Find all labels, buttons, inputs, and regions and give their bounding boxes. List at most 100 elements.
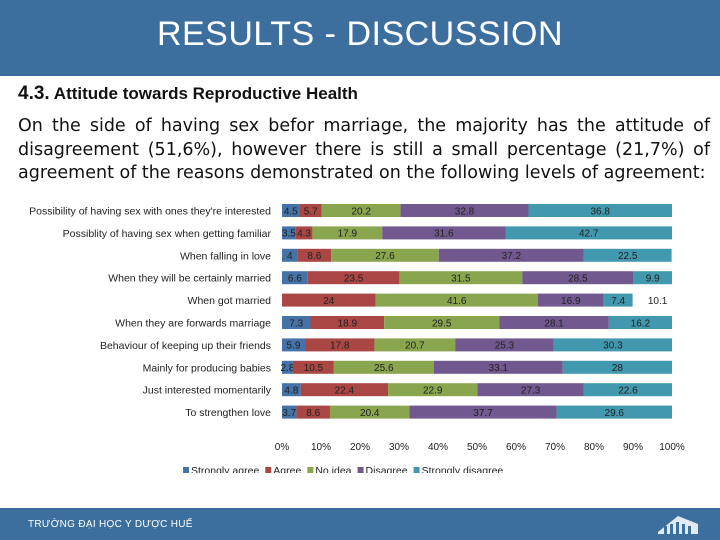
category-label: When they will be certainly married: [108, 273, 271, 285]
category-label: Behaviour of keeping up their friends: [100, 340, 271, 352]
data-label: 22.4: [335, 386, 355, 397]
x-tick-label: 20%: [350, 442, 370, 453]
bar-segment-strongly-agree: [282, 248, 298, 262]
bar-segment-agree: [296, 405, 330, 419]
data-label: 4.5: [284, 206, 298, 217]
bar-segment-no-idea: [374, 338, 456, 352]
bar-segment-agree: [299, 204, 322, 217]
bar-segment-agree: [297, 248, 332, 262]
section-heading: 4.3. Attitude towards Reproductive Healt…: [18, 83, 358, 105]
data-label: 33.1: [489, 363, 509, 374]
section-number: 4.3.: [18, 83, 50, 104]
bar-segment-disagree: [455, 338, 554, 352]
x-tick-label: 40%: [428, 442, 448, 453]
bar-segment-strongly-disagree: [553, 338, 672, 352]
data-label: 4.3: [297, 229, 311, 240]
bar-segment-disagree: [438, 248, 584, 262]
data-label: 2.8: [281, 363, 295, 374]
intro-paragraph: On the side of having sex befor marriage…: [18, 116, 710, 183]
bar-segment-disagree: [477, 383, 584, 397]
data-label: 28.1: [544, 318, 564, 329]
data-label: 37.2: [502, 251, 522, 262]
category-label: To strengthen love: [185, 407, 271, 419]
x-tick-label: 70%: [545, 442, 565, 453]
data-label: 9.9: [646, 274, 660, 285]
data-label: 27.6: [375, 251, 395, 262]
data-label: 20.4: [360, 408, 380, 419]
legend-swatch: [265, 467, 272, 473]
data-label: 8.6: [307, 251, 321, 262]
legend-label: Agree: [273, 465, 301, 473]
data-label: 3.7: [282, 408, 296, 419]
legend-swatch: [183, 467, 189, 473]
data-label: 7.3: [289, 318, 303, 329]
x-tick-label: 100%: [659, 442, 685, 453]
x-tick-label: 80%: [584, 442, 604, 453]
bar-segment-agree: [310, 316, 385, 329]
bar-segment-strongly-agree: [282, 338, 306, 352]
category-label: Mainly for producing babies: [143, 362, 271, 374]
data-label: 41.6: [447, 296, 467, 307]
legend-label: Strongly disagree: [422, 465, 504, 473]
x-tick-label: 10%: [311, 442, 331, 453]
data-label: 29.6: [605, 408, 625, 419]
legend-label: Disagree: [366, 465, 408, 473]
data-label: 23.5: [344, 274, 364, 285]
legend-swatch: [413, 467, 420, 473]
data-label: 4.8: [284, 386, 298, 397]
data-label: 10.1: [648, 296, 668, 307]
bar-segment-strongly-disagree: [583, 248, 672, 262]
bar-segment-disagree: [400, 204, 529, 217]
legend-label: Strongly agree: [191, 465, 259, 473]
category-label: Possiblity of having sex when getting fa…: [63, 228, 272, 240]
category-label: When got married: [188, 295, 272, 307]
data-label: 32.8: [455, 206, 475, 217]
data-label: 25.3: [495, 341, 515, 352]
data-label: 5.9: [287, 341, 301, 352]
bar-segment-no-idea: [375, 293, 538, 307]
bar-segment-agree: [300, 383, 389, 397]
bar-segment-agree: [295, 226, 313, 240]
bar-segment-strongly-agree: [282, 271, 308, 285]
category-label: Possibility of having sex with ones they…: [29, 206, 271, 218]
bar-segment-strongly-disagree: [608, 316, 672, 329]
bar-segment-no-idea: [384, 316, 500, 329]
data-label: 3.5: [282, 229, 296, 240]
data-label: 27.3: [521, 386, 541, 397]
data-label: 17.8: [330, 341, 350, 352]
bar-segment-strongly-agree: [282, 204, 300, 217]
data-label: 22.9: [423, 386, 443, 397]
bar-segment-disagree: [499, 316, 609, 329]
bar-segment-strongly-agree: [282, 383, 301, 397]
data-label: 36.8: [591, 206, 611, 217]
data-label: 16.9: [561, 296, 581, 307]
data-label: 4: [287, 251, 293, 262]
legend-swatch: [357, 467, 364, 473]
slide-title: RESULTS - DISCUSSION: [156, 14, 564, 53]
data-label: 8.6: [306, 408, 320, 419]
building-logo-icon: [658, 516, 698, 534]
legend-label: No idea: [315, 465, 351, 473]
data-label: 10.5: [304, 363, 324, 374]
bar-segment-strongly-disagree: [583, 383, 672, 397]
data-label: 20.7: [405, 341, 425, 352]
x-tick-label: 60%: [506, 442, 526, 453]
bar-segment-disagree: [382, 226, 506, 240]
bar-segment-strongly-disagree: [562, 360, 672, 374]
data-label: 42.7: [579, 229, 599, 240]
bar-segment-agree: [292, 360, 334, 374]
bar-segment-no-idea: [331, 248, 439, 262]
data-label: 24: [323, 296, 335, 307]
category-label: Just interested momentarily: [143, 385, 272, 397]
x-tick-label: 90%: [623, 442, 643, 453]
data-label: 31.6: [434, 229, 454, 240]
bar-segment-agree: [282, 293, 376, 307]
data-label: 16.2: [631, 318, 651, 329]
data-label: 28.5: [568, 274, 588, 285]
bar-segment-strongly-agree: [282, 226, 296, 240]
bar-segment-disagree: [409, 405, 557, 419]
bar-segment-strongly-disagree: [505, 226, 672, 240]
data-label: 18.9: [338, 318, 358, 329]
bar-segment-agree: [305, 338, 375, 352]
bar-segment-disagree: [537, 293, 604, 307]
